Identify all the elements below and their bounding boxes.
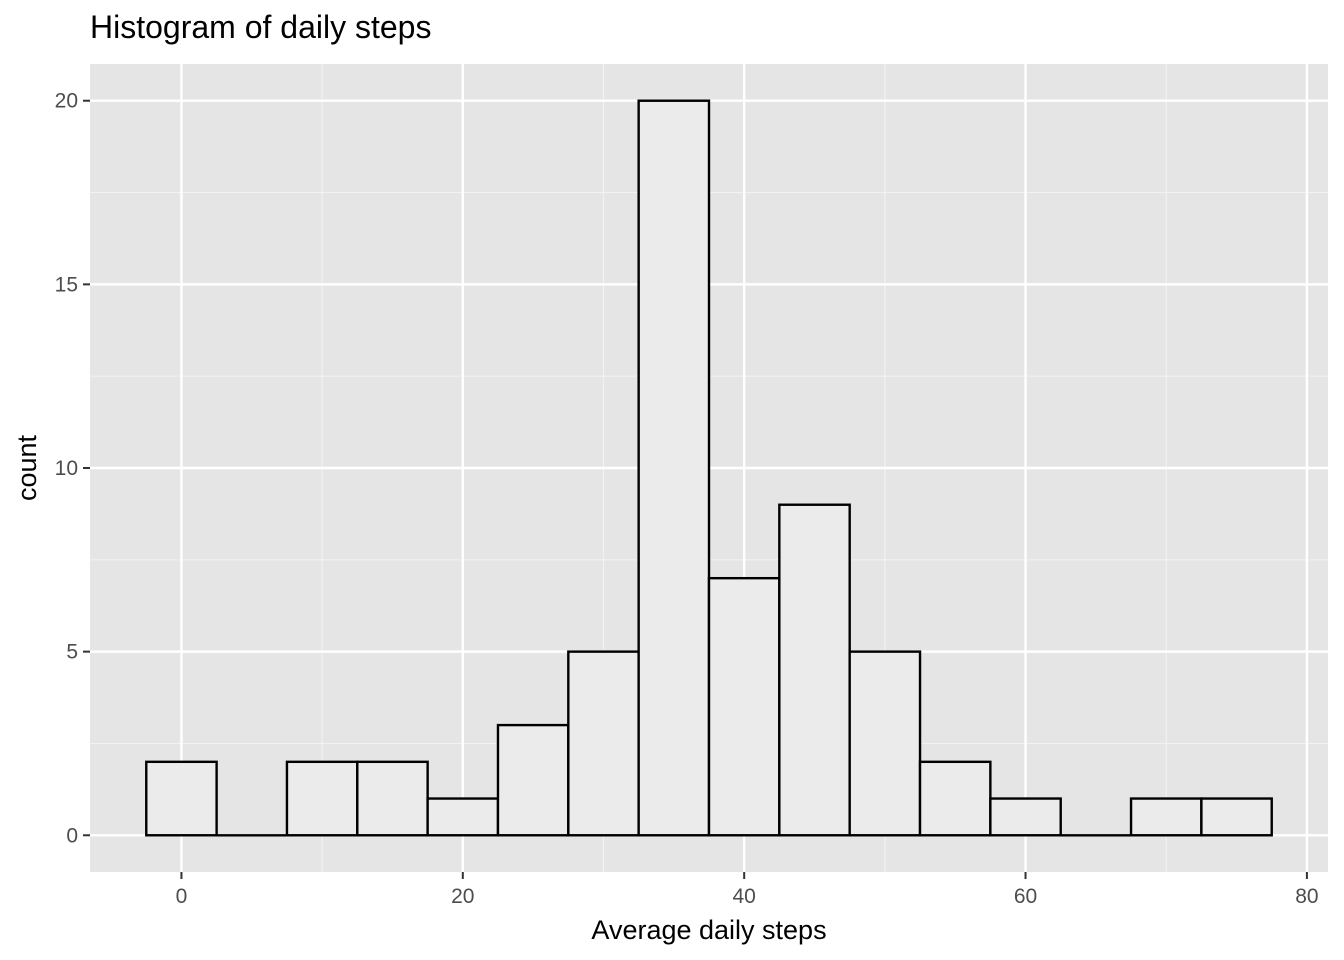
histogram-bar [567, 650, 640, 837]
y-tick-label: 5 [66, 641, 78, 664]
y-tick-label: 20 [55, 90, 78, 113]
histogram-bar [285, 760, 359, 837]
histogram-bar [1129, 797, 1203, 837]
x-tick-label: 0 [176, 885, 188, 908]
histogram-bar [426, 797, 500, 837]
y-axis-title: count [12, 434, 42, 501]
chart-title: Histogram of daily steps [90, 9, 431, 45]
y-axis-ticks: 0 5 10 15 20 [55, 90, 90, 847]
x-tick-label: 60 [1014, 885, 1037, 908]
y-tick-label: 10 [55, 457, 78, 480]
x-axis-title: Average daily steps [591, 915, 826, 945]
histogram-bar [356, 760, 429, 837]
histogram-bar [848, 650, 922, 837]
histogram-bar [707, 576, 781, 837]
x-tick-label: 20 [451, 885, 474, 908]
x-tick-label: 40 [732, 885, 755, 908]
histogram-bar [778, 503, 851, 837]
histogram-bar [918, 760, 992, 837]
y-tick-label: 0 [66, 824, 78, 847]
histogram-bar [496, 723, 570, 837]
histogram-bars [145, 99, 1273, 837]
histogram-bar [637, 99, 711, 837]
x-tick-label: 80 [1295, 885, 1318, 908]
x-axis-ticks: 0 20 40 60 80 [176, 872, 1319, 908]
histogram-bar [1200, 797, 1273, 837]
y-tick-label: 15 [55, 273, 78, 296]
histogram-bar [145, 760, 218, 837]
histogram-bar [989, 797, 1062, 837]
